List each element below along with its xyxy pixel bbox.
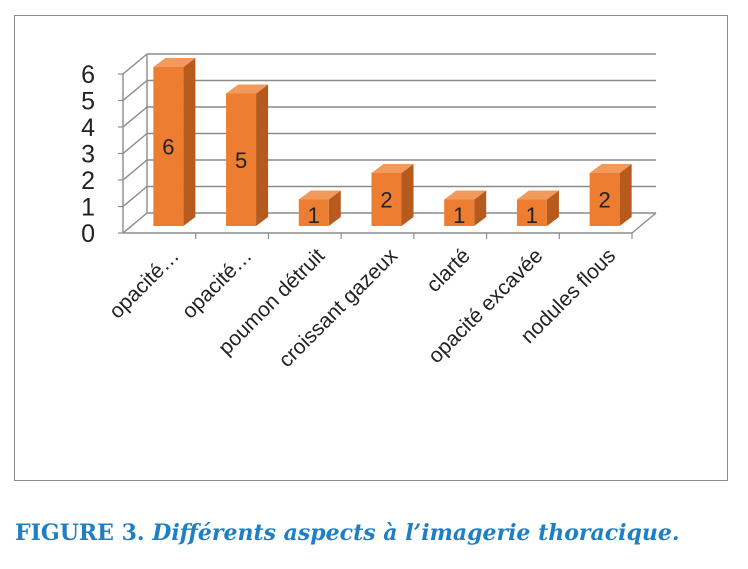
bar-top bbox=[444, 190, 487, 200]
figure-caption: FIGURE 3. Différents aspects à l’imageri… bbox=[15, 520, 680, 546]
category-label: clarté bbox=[422, 244, 475, 297]
bar-side bbox=[401, 164, 414, 226]
data-label: 1 bbox=[453, 203, 465, 228]
floor-right bbox=[631, 212, 657, 234]
bar-side bbox=[546, 190, 559, 226]
data-label: 1 bbox=[526, 203, 538, 228]
data-label: 5 bbox=[235, 148, 247, 173]
bar-side bbox=[328, 190, 341, 226]
axis-layer bbox=[118, 73, 657, 239]
bar-side bbox=[474, 190, 487, 226]
data-label: 6 bbox=[162, 135, 174, 160]
y-tick-label: 4 bbox=[81, 114, 95, 142]
y-tick-label: 3 bbox=[81, 141, 95, 169]
gridline-side bbox=[122, 132, 148, 155]
bar-front bbox=[153, 67, 184, 226]
bar-side bbox=[183, 58, 196, 226]
bars-layer: 6 5 1 2 1 1 2 bbox=[153, 58, 632, 228]
bar-side bbox=[256, 84, 269, 226]
gridline-side bbox=[122, 212, 148, 234]
bar-top bbox=[226, 84, 269, 94]
bar-top bbox=[153, 58, 196, 67]
category-labels: opacité…opacité…poumon détruitcroissant … bbox=[105, 244, 620, 372]
bar-front bbox=[516, 199, 547, 226]
gridline-side bbox=[122, 106, 148, 128]
y-tick-label: 2 bbox=[81, 167, 95, 195]
bar-front bbox=[298, 199, 329, 226]
bar: 1 bbox=[298, 190, 341, 228]
y-tick-label: 6 bbox=[81, 61, 95, 89]
y-tick-label: 5 bbox=[81, 88, 95, 116]
bar: 2 bbox=[589, 164, 632, 226]
bar-front bbox=[589, 173, 620, 226]
gridline-side bbox=[122, 185, 148, 208]
bar-top bbox=[589, 164, 632, 173]
bar: 1 bbox=[516, 190, 559, 228]
bar-front bbox=[371, 173, 402, 226]
data-label: 2 bbox=[599, 188, 611, 213]
bar-top bbox=[371, 164, 414, 173]
bar-front bbox=[444, 199, 475, 226]
y-tick-label: 1 bbox=[81, 194, 95, 222]
data-label: 2 bbox=[380, 188, 392, 213]
gridline-side bbox=[122, 159, 148, 181]
gridline-side bbox=[122, 79, 148, 102]
y-tick-label: 0 bbox=[81, 220, 95, 248]
bar-side bbox=[619, 164, 632, 226]
bar-top bbox=[298, 190, 341, 200]
category-label: opacité… bbox=[105, 244, 184, 323]
gridline-side bbox=[122, 53, 148, 75]
figure-title: Différents aspects à l’imagerie thoraciq… bbox=[152, 520, 680, 546]
bar-front bbox=[226, 93, 257, 226]
data-label: 1 bbox=[308, 203, 320, 228]
bar: 2 bbox=[371, 164, 414, 226]
bar: 1 bbox=[444, 190, 487, 228]
chart-frame bbox=[14, 15, 728, 481]
bar-top bbox=[516, 190, 559, 200]
figure-label: FIGURE 3. bbox=[15, 520, 145, 546]
bar: 6 bbox=[153, 58, 196, 226]
bar: 5 bbox=[226, 84, 269, 226]
